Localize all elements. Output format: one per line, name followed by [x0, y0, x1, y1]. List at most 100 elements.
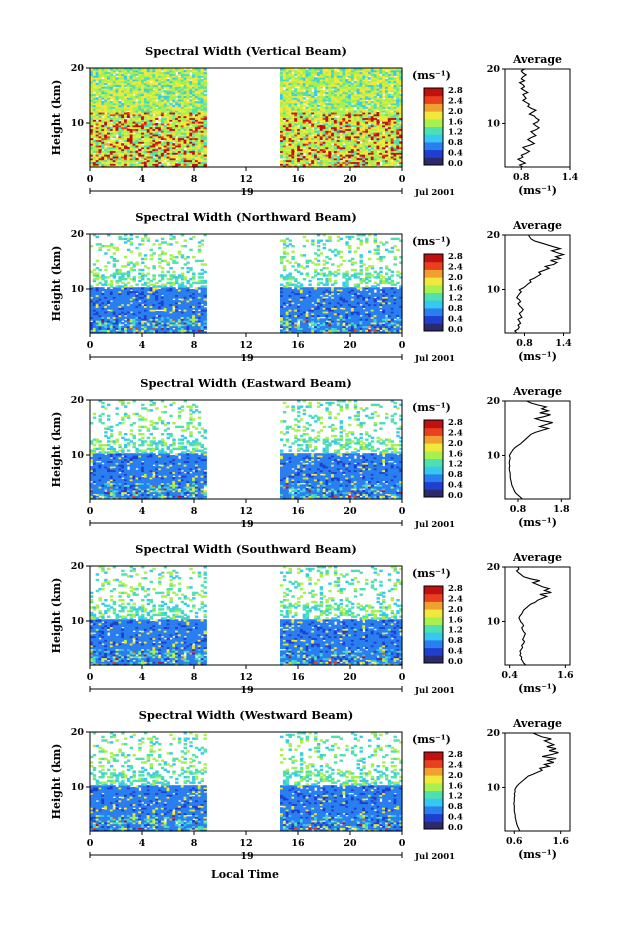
x-tick-label: 4 — [139, 174, 146, 185]
colorbar-tick-label: 1.2 — [448, 792, 463, 802]
x-tick-label: 8 — [191, 174, 198, 185]
profile-x-axis-label: (ms⁻¹) — [518, 516, 557, 529]
profile-x-axis-label: (ms⁻¹) — [518, 682, 557, 695]
profile-x-tick-label: 1.8 — [553, 504, 570, 515]
heatmap-field — [90, 732, 403, 832]
colorbar — [424, 752, 443, 830]
heatmap-field — [90, 68, 403, 168]
panel-3: Spectral Width (Eastward Beam)2010Height… — [50, 376, 570, 530]
x-tick-label: 16 — [291, 672, 305, 683]
profile-y-tick-label: 20 — [487, 562, 501, 573]
y-tick-label: 10 — [71, 118, 85, 129]
colorbar-tick-label: 1.6 — [448, 615, 463, 625]
x-tick-label: 0 — [399, 506, 406, 517]
colorbar-tick-label: 1.6 — [448, 283, 463, 293]
x-tick-label: 8 — [191, 506, 198, 517]
colorbar-unit: (ms⁻¹) — [412, 733, 451, 746]
x-tick-label: 20 — [343, 174, 357, 185]
colorbar-tick-label: 2.8 — [448, 86, 463, 96]
x-tick-label: 20 — [343, 838, 357, 849]
y-tick-label: 20 — [71, 63, 85, 74]
profile-title: Average — [512, 385, 562, 398]
colorbar-unit: (ms⁻¹) — [412, 567, 451, 580]
date-label: Jul 2001 — [414, 354, 455, 364]
colorbar-tick-label: 0.0 — [448, 657, 463, 667]
profile-y-tick-label: 10 — [487, 118, 501, 129]
x-tick-label: 16 — [291, 838, 305, 849]
heatmap-field — [90, 400, 403, 500]
y-axis-label: Height (km) — [50, 578, 63, 654]
x-tick-label: 12 — [239, 506, 252, 517]
heatmap-field — [90, 566, 403, 666]
colorbar-tick-label: 0.0 — [448, 159, 463, 169]
panel-title: Spectral Width (Eastward Beam) — [140, 376, 352, 390]
colorbar-tick-label: 1.6 — [448, 781, 463, 791]
day-label: 19 — [240, 519, 254, 530]
profile-frame — [505, 401, 570, 499]
day-label: 19 — [240, 685, 254, 696]
colorbar-unit: (ms⁻¹) — [412, 69, 451, 82]
y-tick-label: 10 — [71, 450, 85, 461]
colorbar-tick-label: 0.4 — [448, 481, 463, 491]
x-tick-label: 12 — [239, 174, 252, 185]
y-axis-label: Height (km) — [50, 246, 63, 322]
x-tick-label: 4 — [139, 838, 146, 849]
colorbar-tick-label: 0.8 — [448, 470, 463, 480]
profile-frame — [505, 69, 570, 167]
x-tick-label: 0 — [87, 506, 94, 517]
y-tick-label: 20 — [71, 561, 85, 572]
profile-title: Average — [512, 717, 562, 730]
profile-x-tick-label: 0.8 — [516, 338, 533, 349]
colorbar-tick-label: 0.8 — [448, 802, 463, 812]
date-label: Jul 2001 — [414, 686, 455, 696]
y-axis-label: Height (km) — [50, 744, 63, 820]
colorbar-tick-label: 2.4 — [448, 760, 463, 770]
day-label: 19 — [240, 187, 254, 198]
colorbar-tick-label: 2.0 — [448, 605, 463, 615]
colorbar-tick-label: 1.2 — [448, 460, 463, 470]
panel-title: Spectral Width (Southward Beam) — [135, 542, 357, 556]
x-tick-label: 20 — [343, 506, 357, 517]
colorbar-tick-label: 0.8 — [448, 636, 463, 646]
x-tick-label: 20 — [343, 340, 357, 351]
colorbar-tick-label: 0.8 — [448, 304, 463, 314]
x-tick-label: 4 — [139, 506, 146, 517]
colorbar — [424, 254, 443, 332]
profile-x-tick-label: 0.8 — [510, 504, 527, 515]
y-tick-label: 10 — [71, 782, 85, 793]
profile-x-axis-label: (ms⁻¹) — [518, 350, 557, 363]
x-tick-label: 0 — [87, 340, 94, 351]
profile-x-tick-label: 1.6 — [552, 836, 569, 847]
panel-title: Spectral Width (Northward Beam) — [135, 210, 357, 224]
profile-title: Average — [512, 551, 562, 564]
x-tick-label: 8 — [191, 340, 198, 351]
colorbar — [424, 420, 443, 498]
profile-x-axis-label: (ms⁻¹) — [518, 184, 557, 197]
colorbar-tick-label: 2.4 — [448, 262, 463, 272]
profile-line — [515, 235, 564, 333]
colorbar-tick-label: 2.8 — [448, 750, 463, 760]
x-tick-label: 16 — [291, 174, 305, 185]
colorbar-tick-label: 2.4 — [448, 594, 463, 604]
colorbar-tick-label: 2.8 — [448, 418, 463, 428]
panel-1: Spectral Width (Vertical Beam)2010Height… — [50, 44, 579, 198]
panel-5: Spectral Width (Westward Beam)2010Height… — [50, 708, 570, 862]
x-tick-label: 8 — [191, 672, 198, 683]
profile-y-tick-label: 10 — [487, 284, 501, 295]
x-tick-label: 0 — [399, 340, 406, 351]
x-tick-label: 0 — [87, 174, 94, 185]
date-label: Jul 2001 — [414, 520, 455, 530]
profile-title: Average — [512, 53, 562, 66]
colorbar-tick-label: 0.4 — [448, 149, 463, 159]
profile-x-tick-label: 1.4 — [555, 338, 572, 349]
profile-title: Average — [512, 219, 562, 232]
y-axis-label: Height (km) — [50, 80, 63, 156]
y-tick-label: 10 — [71, 616, 85, 627]
colorbar-tick-label: 2.0 — [448, 107, 463, 117]
colorbar-tick-label: 2.8 — [448, 252, 463, 262]
profile-line — [514, 733, 559, 831]
y-tick-label: 20 — [71, 395, 85, 406]
colorbar-tick-label: 0.0 — [448, 823, 463, 833]
colorbar-tick-label: 1.2 — [448, 294, 463, 304]
